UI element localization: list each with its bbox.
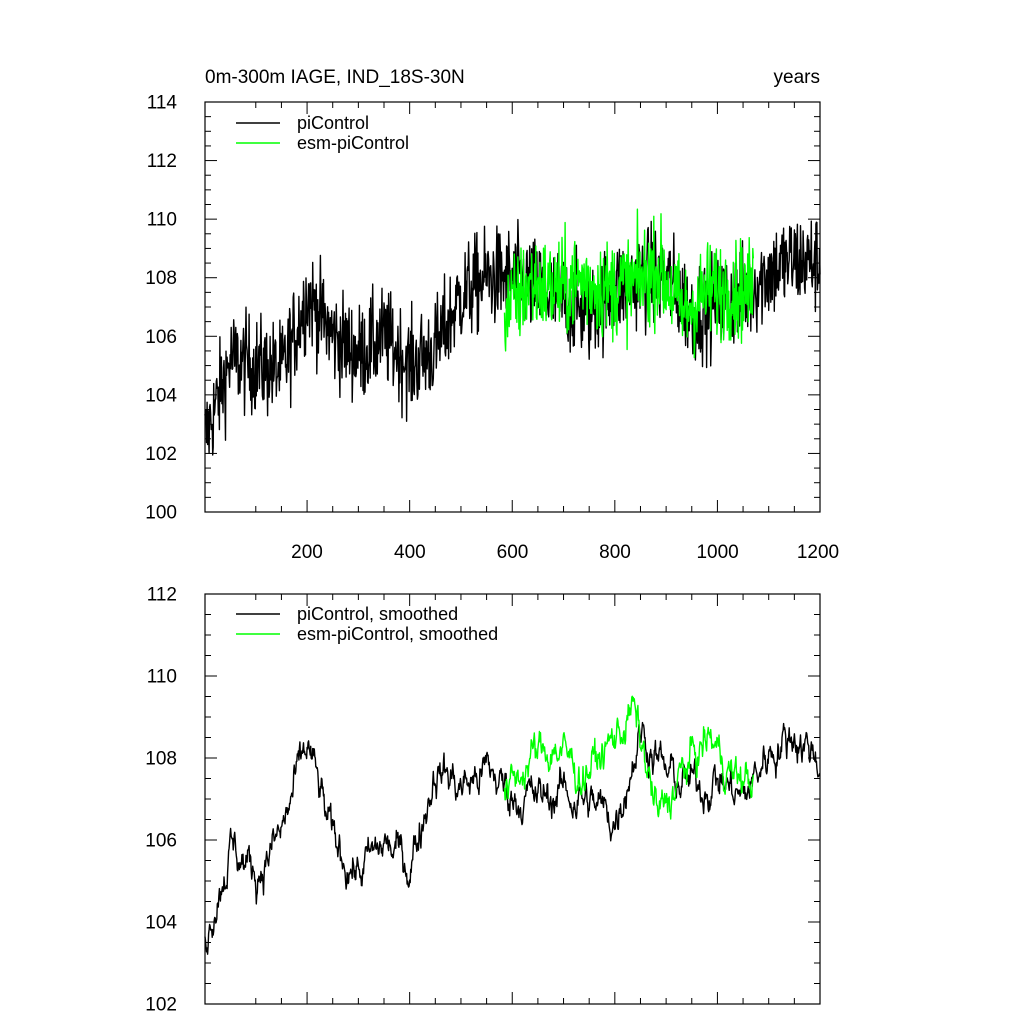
top-series bbox=[204, 208, 821, 456]
legend-label-picontrol-smoothed: piControl, smoothed bbox=[297, 604, 458, 624]
top-y-tick-label: 102 bbox=[145, 444, 177, 465]
bottom-y-tick-labels: 102 104 106 108 110 112 bbox=[145, 585, 177, 1016]
top-y-tick-label: 106 bbox=[145, 327, 177, 348]
top-y-tick-label: 110 bbox=[147, 210, 177, 231]
bottom-series bbox=[204, 695, 821, 955]
bottom-y-tick-label: 102 bbox=[145, 995, 177, 1016]
top-panel: 0m-300m IAGE, IND_18S-30N years 100 102 … bbox=[145, 67, 839, 563]
bottom-series-picontrol-smoothed bbox=[204, 721, 821, 955]
bottom-y-tick-label: 112 bbox=[147, 585, 177, 606]
bottom-legend: piControl, smoothed esm-piControl, smoot… bbox=[236, 604, 498, 644]
bottom-y-tick-label: 110 bbox=[147, 667, 177, 688]
legend-label-esm-picontrol-smoothed: esm-piControl, smoothed bbox=[297, 624, 498, 644]
top-x-tick-labels: 200 400 600 800 1000 1200 bbox=[291, 542, 839, 563]
top-legend: piControl esm-piControl bbox=[236, 113, 409, 153]
legend-label-esm-picontrol: esm-piControl bbox=[297, 133, 409, 153]
top-x-tick-label: 1000 bbox=[696, 542, 738, 563]
top-title-left: 0m-300m IAGE, IND_18S-30N bbox=[205, 67, 465, 88]
bottom-panel: 102 104 106 108 110 112 piControl, smoot… bbox=[145, 585, 821, 1016]
top-y-tick-label: 112 bbox=[147, 151, 177, 172]
top-x-tick-label: 800 bbox=[599, 542, 631, 563]
top-x-tick-label: 600 bbox=[497, 542, 529, 563]
top-x-tick-label: 200 bbox=[291, 542, 323, 563]
bottom-series-esm-picontrol-smoothed bbox=[503, 695, 754, 820]
top-x-tick-label: 1200 bbox=[797, 542, 839, 563]
top-y-tick-label: 100 bbox=[145, 503, 177, 524]
top-y-tick-labels: 100 102 104 106 108 110 112 114 bbox=[145, 93, 177, 524]
bottom-y-tick-label: 104 bbox=[145, 913, 177, 934]
top-y-tick-label: 114 bbox=[147, 93, 178, 114]
bottom-y-tick-label: 106 bbox=[145, 831, 177, 852]
legend-label-picontrol: piControl bbox=[297, 113, 369, 133]
top-y-tick-label: 108 bbox=[145, 268, 177, 289]
top-series-picontrol bbox=[204, 218, 821, 456]
top-x-tick-label: 400 bbox=[394, 542, 426, 563]
top-y-tick-label: 104 bbox=[145, 385, 177, 406]
top-series-esm-picontrol bbox=[503, 208, 754, 359]
top-title-right: years bbox=[774, 67, 820, 88]
bottom-ticks bbox=[205, 593, 821, 1005]
bottom-y-tick-label: 108 bbox=[145, 749, 177, 770]
